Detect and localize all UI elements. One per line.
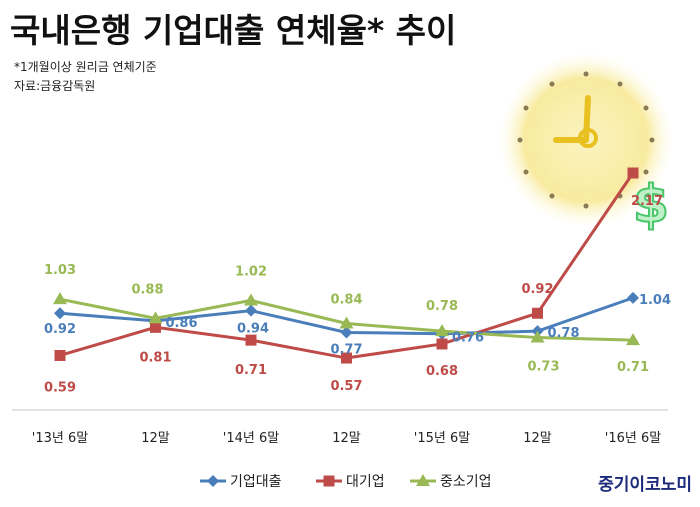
legend-marker	[207, 475, 219, 487]
x-tick-label: '13년 6말	[32, 431, 88, 446]
x-tick-label: 12말	[523, 431, 552, 446]
x-tick-label: 12말	[332, 431, 361, 446]
data-point	[530, 330, 545, 343]
data-label: 0.86	[165, 316, 197, 331]
legend-label: 기업대출	[230, 474, 282, 490]
data-point	[627, 291, 639, 304]
data-point	[148, 311, 163, 324]
data-label: 0.94	[237, 322, 269, 337]
source-note: 자료:금융감독원	[14, 79, 96, 93]
x-tick-label: '14년 6말	[223, 431, 279, 446]
data-label: 0.78	[547, 326, 579, 341]
data-point	[245, 334, 257, 346]
data-point	[244, 293, 258, 306]
data-label: 0.71	[235, 363, 267, 378]
brand-logo: 중기이코노미	[598, 475, 692, 495]
x-tick-label: 12말	[141, 431, 170, 446]
footnote: *1개월이상 원리금 연체기준	[14, 60, 157, 74]
data-label: 0.59	[44, 380, 76, 395]
data-label: 0.81	[139, 350, 171, 365]
data-point	[54, 349, 66, 361]
data-point	[341, 352, 352, 364]
data-point	[532, 307, 543, 319]
data-point	[627, 167, 639, 179]
data-label: 1.02	[235, 264, 267, 279]
data-label: 2.17	[631, 194, 663, 209]
legend-label: 대기업	[346, 474, 385, 490]
data-label: 0.92	[521, 282, 553, 297]
clock-icon	[498, 52, 674, 228]
data-point	[339, 316, 354, 329]
data-label: 0.92	[44, 322, 76, 337]
data-label: 0.88	[131, 282, 163, 297]
data-point	[150, 321, 161, 333]
data-label: 0.57	[330, 379, 362, 394]
data-point	[54, 307, 66, 320]
data-label: 0.84	[330, 292, 362, 307]
data-label: 0.76	[452, 331, 484, 346]
data-point	[245, 304, 257, 317]
data-point	[435, 324, 449, 337]
x-tick-label: '16년 6말	[605, 431, 661, 446]
data-label: 0.73	[527, 360, 559, 375]
legend-marker	[323, 475, 335, 487]
x-tick-label: '15년 6말	[414, 431, 470, 446]
legend-marker	[416, 474, 430, 486]
data-label: 0.77	[330, 342, 362, 357]
chart-title: 국내은행 기업대출 연체율* 추이	[10, 11, 457, 50]
legend-label: 중소기업	[440, 474, 492, 490]
data-point	[436, 338, 448, 350]
data-label: 0.71	[617, 360, 649, 375]
data-label: 0.68	[426, 364, 458, 379]
dollar-icon: $	[632, 174, 670, 236]
data-label: 1.04	[639, 293, 671, 308]
data-label: 1.03	[44, 263, 76, 278]
data-point	[626, 333, 640, 346]
data-point	[53, 292, 67, 305]
svg-text:$: $	[633, 175, 669, 235]
data-label: 0.78	[426, 299, 458, 314]
data-point	[340, 326, 353, 339]
